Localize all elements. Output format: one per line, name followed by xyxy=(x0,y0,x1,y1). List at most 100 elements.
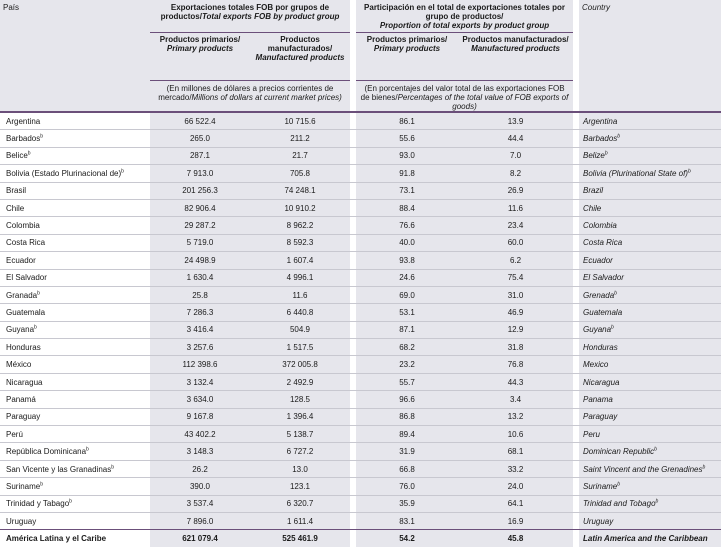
table-header: País Exportaciones totales FOB por grupo… xyxy=(0,0,721,112)
table-row: Barbadosb 265.0 211.2 55.6 44.4 Barbadosb xyxy=(0,129,721,148)
manuf-value-cell: 21.7 xyxy=(250,146,351,165)
primary-value-cell: 82 906.4 xyxy=(150,198,250,217)
country-es-cell: Paraguay xyxy=(0,407,150,426)
column-gap xyxy=(573,233,580,252)
country-en-cell: Argentina xyxy=(579,111,721,130)
manuf-value-cell: 74 248.1 xyxy=(250,181,351,200)
column-gap xyxy=(350,390,357,409)
primary-value-cell: 1 630.4 xyxy=(150,268,250,287)
table-row: El Salvador 1 630.4 4 996.1 24.6 75.4 El Salv… xyxy=(0,268,721,287)
manuf-pct-cell: 68.1 xyxy=(458,442,574,461)
country-es-cell: Honduras xyxy=(0,338,150,356)
country-es-cell: Granadab xyxy=(0,285,150,304)
table-row: México 112 398.6 372 005.8 23.2 76.8 Mexico xyxy=(0,355,721,374)
primary-value-cell: 66 522.4 xyxy=(150,111,250,130)
country-es-cell: Guatemala xyxy=(0,303,150,322)
primary-pct-cell: 40.0 xyxy=(356,233,459,252)
column-gap xyxy=(573,285,580,304)
primary-value-cell: 3 537.4 xyxy=(150,494,250,513)
manuf-pct-cell: 44.4 xyxy=(458,129,574,148)
country-es-cell: Nicaragua xyxy=(0,372,150,391)
column-gap xyxy=(573,303,580,322)
country-es-cell: América Latina y el Caribe xyxy=(0,529,150,547)
table-row: Uruguay 7 896.0 1 611.4 83.1 16.9 Uruguay xyxy=(0,511,721,530)
manuf-value-cell: 6 440.8 xyxy=(250,303,351,322)
table-row: Panamá 3 634.0 128.5 96.6 3.4 Panama xyxy=(0,390,721,409)
primary-value-cell: 621 079.4 xyxy=(150,529,250,547)
header-unit-percent: (En porcentajes del valor total de las e… xyxy=(356,80,574,112)
primary-value-cell: 24 498.9 xyxy=(150,251,250,270)
primary-value-cell: 3 132.4 xyxy=(150,372,250,391)
column-gap xyxy=(350,216,357,235)
column-gap xyxy=(573,459,580,478)
manuf-value-cell: 4 996.1 xyxy=(250,268,351,287)
manuf-pct-cell: 31.0 xyxy=(458,285,574,304)
country-es-cell: Guyanab xyxy=(0,320,150,339)
header-manuf-pct: Productos manufacturados/Manufactured pr… xyxy=(458,32,574,81)
header-country-es: País xyxy=(0,0,150,112)
column-gap xyxy=(573,251,580,270)
header-group-proportion: Participación en el total de exportacion… xyxy=(356,0,574,33)
manuf-value-cell: 11.6 xyxy=(250,285,351,304)
country-es-cell: Surinameb xyxy=(0,477,150,496)
header-unit-dollars: (En millones de dólares a precios corrie… xyxy=(150,80,351,112)
country-en-cell: Chile xyxy=(579,198,721,217)
column-gap xyxy=(573,129,580,148)
table-row: Chile 82 906.4 10 910.2 88.4 11.6 Chile xyxy=(0,198,721,217)
table-row: Costa Rica 5 719.0 8 592.3 40.0 60.0 Costa Ri… xyxy=(0,233,721,252)
manuf-pct-cell: 10.6 xyxy=(458,425,574,443)
manuf-value-cell: 525 461.9 xyxy=(250,529,351,547)
column-gap xyxy=(350,268,357,287)
primary-value-cell: 9 167.8 xyxy=(150,407,250,426)
manuf-pct-cell: 3.4 xyxy=(458,390,574,409)
total-row: América Latina y el Caribe 621 079.4 525 4… xyxy=(0,529,721,547)
country-en-cell: Paraguay xyxy=(579,407,721,426)
column-gap xyxy=(573,355,580,374)
country-en-cell: Nicaragua xyxy=(579,372,721,391)
header-primary-value: Productos primarios/Primary products xyxy=(150,32,250,81)
primary-pct-cell: 91.8 xyxy=(356,164,459,183)
manuf-value-cell: 1 611.4 xyxy=(250,511,351,530)
column-gap xyxy=(573,372,580,391)
country-es-cell: República Dominicanab xyxy=(0,442,150,461)
table-row: Trinidad y Tabagob 3 537.4 6 320.7 35.9 64.1… xyxy=(0,494,721,513)
table-row: Brasil 201 256.3 74 248.1 73.1 26.9 Brazil xyxy=(0,181,721,200)
primary-pct-cell: 76.0 xyxy=(356,477,459,496)
country-es-cell: Bolivia (Estado Plurinacional de)b xyxy=(0,164,150,183)
column-gap xyxy=(350,338,357,356)
manuf-value-cell: 8 962.2 xyxy=(250,216,351,235)
table-row: Surinameb 390.0 123.1 76.0 24.0 Surinameb xyxy=(0,477,721,496)
country-en-cell: Trinidad and Tobagob xyxy=(579,494,721,513)
primary-pct-cell: 53.1 xyxy=(356,303,459,322)
column-gap xyxy=(350,146,357,165)
manuf-pct-cell: 60.0 xyxy=(458,233,574,252)
column-gap xyxy=(350,477,357,496)
column-gap xyxy=(573,425,580,443)
manuf-pct-cell: 46.9 xyxy=(458,303,574,322)
country-en-cell: Honduras xyxy=(579,338,721,356)
column-gap xyxy=(573,198,580,217)
column-gap xyxy=(350,459,357,478)
table-row: San Vicente y las Granadinasb 26.2 13.0 66.… xyxy=(0,459,721,478)
country-es-cell: Uruguay xyxy=(0,511,150,530)
country-en-cell: Belizeb xyxy=(579,146,721,165)
primary-pct-cell: 69.0 xyxy=(356,285,459,304)
country-es-cell: Colombia xyxy=(0,216,150,235)
manuf-pct-cell: 24.0 xyxy=(458,477,574,496)
table-body: Argentina 66 522.4 10 715.6 86.1 13.9 Argenti… xyxy=(0,111,721,547)
primary-value-cell: 390.0 xyxy=(150,477,250,496)
country-en-cell: Bolivia (Plurinational State of)b xyxy=(579,164,721,183)
column-gap xyxy=(350,181,357,200)
column-gap xyxy=(350,511,357,530)
manuf-pct-cell: 76.8 xyxy=(458,355,574,374)
country-en-cell: Uruguay xyxy=(579,511,721,530)
primary-pct-cell: 35.9 xyxy=(356,494,459,513)
country-en-cell: Guatemala xyxy=(579,303,721,322)
primary-value-cell: 7 896.0 xyxy=(150,511,250,530)
manuf-pct-cell: 33.2 xyxy=(458,459,574,478)
country-en-cell: Guyanab xyxy=(579,320,721,339)
manuf-pct-cell: 7.0 xyxy=(458,146,574,165)
manuf-value-cell: 1 517.5 xyxy=(250,338,351,356)
manuf-pct-cell: 64.1 xyxy=(458,494,574,513)
primary-pct-cell: 23.2 xyxy=(356,355,459,374)
